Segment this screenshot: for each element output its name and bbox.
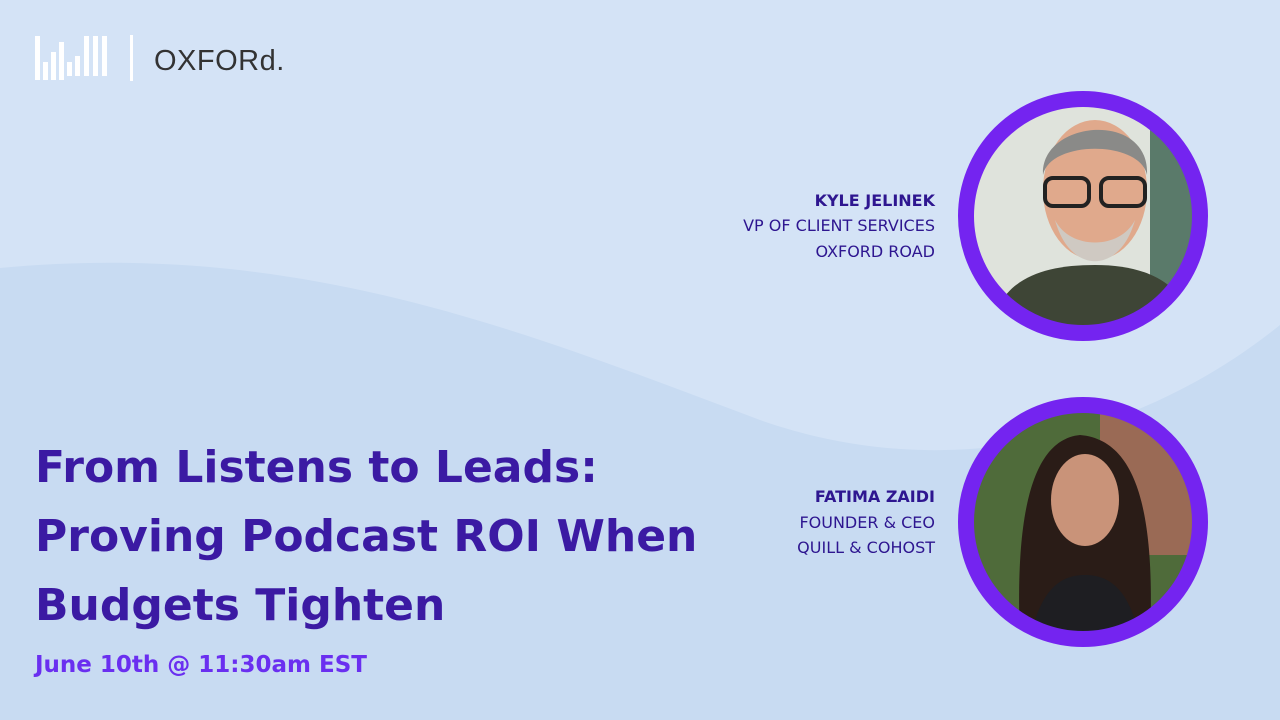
event-date: June 10th @ 11:30am EST <box>33 652 367 678</box>
title-line: Proving Podcast ROI When <box>35 511 697 562</box>
speaker-role: FOUNDER & CEO <box>799 513 935 532</box>
speaker-photo <box>973 412 1193 632</box>
oxford-logo: OXFORd. <box>154 45 285 77</box>
speaker-role: VP OF CLIENT SERVICES <box>743 216 935 235</box>
title-line: Budgets Tighten <box>35 580 445 631</box>
speaker-company: QUILL & COHOST <box>797 538 935 557</box>
logo-divider <box>130 35 133 81</box>
quill-logo <box>35 36 107 80</box>
photo-ring <box>958 91 1208 341</box>
wave <box>0 262 1280 720</box>
title-line: From Listens to Leads: <box>35 442 598 493</box>
photo-ring <box>958 397 1208 647</box>
speaker-name: FATIMA ZAIDI <box>815 487 935 506</box>
speaker-company: OXFORD ROAD <box>815 242 935 261</box>
speaker-name: KYLE JELINEK <box>815 191 936 210</box>
